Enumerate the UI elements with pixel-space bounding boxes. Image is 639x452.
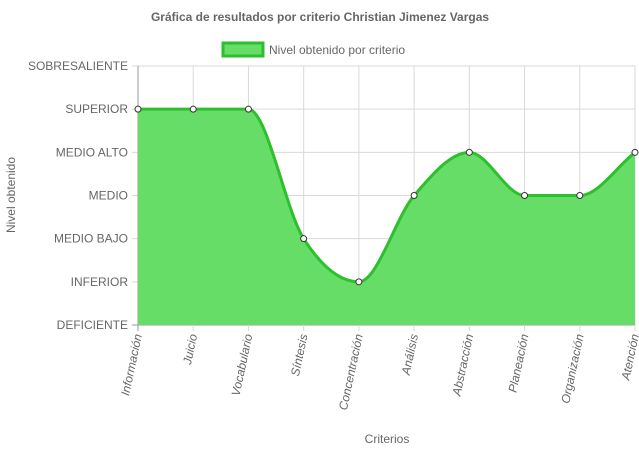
plot-area — [138, 107, 636, 326]
data-points — [134, 105, 639, 286]
x-tick-label: Información — [118, 332, 145, 397]
series-line — [138, 107, 636, 284]
y-tick-label: SOBRESALIENTE — [28, 59, 128, 73]
data-point[interactable] — [631, 148, 639, 156]
data-point[interactable] — [244, 105, 252, 113]
data-point[interactable] — [465, 148, 473, 156]
series-area-fill — [138, 109, 635, 326]
y-tick-label: INFERIOR — [71, 275, 129, 289]
x-tick-label: Juicio — [180, 332, 200, 366]
x-axis-title: Criterios — [365, 432, 410, 446]
y-tick-label: MEDIO — [89, 189, 128, 203]
legend-swatch — [221, 41, 265, 58]
x-tick-label: Abstracción — [449, 332, 476, 398]
x-tick-label: Organización — [558, 332, 586, 404]
data-point[interactable] — [355, 278, 363, 286]
y-tick-label: MEDIO BAJO — [54, 232, 128, 246]
x-tick-label: Concentración — [336, 332, 366, 411]
data-point[interactable] — [576, 192, 584, 199]
data-point[interactable] — [134, 105, 142, 113]
data-point[interactable] — [521, 192, 529, 199]
y-tick-label: DEFICIENTE — [57, 318, 128, 332]
y-tick-label: MEDIO ALTO — [56, 145, 128, 159]
x-tick-label: Vocabulario — [229, 332, 256, 397]
x-tick-labels: Información Juicio Vocabulario Síntesis Conc… — [118, 332, 639, 411]
chart-title: Gráfica de resultados por criterio Chris… — [151, 10, 489, 24]
data-point[interactable] — [189, 105, 197, 113]
x-tick-label: Planeación — [505, 332, 531, 393]
y-tick-labels: DEFICIENTE INFERIOR MEDIO BAJO MEDIO MEDIO A… — [28, 59, 128, 332]
x-tick-label: Síntesis — [288, 333, 311, 378]
legend[interactable]: Nivel obtenido por criterio — [221, 41, 405, 58]
data-point[interactable] — [300, 235, 308, 243]
y-tick-label: SUPERIOR — [65, 102, 128, 116]
legend-label: Nivel obtenido por criterio — [269, 43, 405, 57]
x-tick-label: Análisis — [399, 333, 422, 377]
data-point[interactable] — [410, 192, 418, 199]
y-axis-title: Nivel obtenido — [4, 157, 18, 233]
x-tick-label: Atención — [618, 332, 639, 382]
